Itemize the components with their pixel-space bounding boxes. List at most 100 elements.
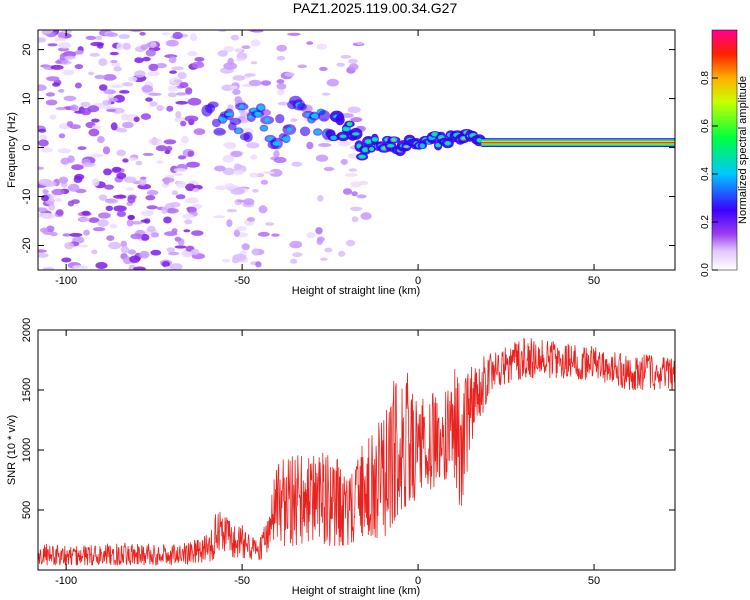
spectrogram-noise-blob bbox=[81, 210, 91, 216]
spectrogram-noise-blob bbox=[360, 212, 372, 220]
spectrogram-ylabel: Frequency (Hz) bbox=[6, 112, 18, 188]
spectrogram-noise-blob bbox=[161, 32, 171, 36]
spectrogram-noise-blob bbox=[91, 125, 102, 130]
spectrogram-noise-blob bbox=[142, 152, 154, 156]
spectrogram-noise-blob bbox=[255, 261, 262, 268]
ridge-blob bbox=[297, 103, 307, 111]
spectrogram-noise-blob bbox=[236, 58, 245, 62]
spectrogram-noise-blob bbox=[88, 71, 95, 76]
spectrogram-noise-blob bbox=[41, 30, 52, 34]
spectrogram-noise-blob bbox=[271, 233, 280, 237]
spectrogram-noise-blob bbox=[83, 229, 90, 236]
spectrogram-noise-blob bbox=[45, 92, 56, 97]
spectrogram-noise-blob bbox=[98, 194, 108, 201]
ridge-peak bbox=[388, 144, 393, 147]
spectrogram-noise-blob bbox=[230, 85, 238, 90]
spectrogram-noise-blob bbox=[103, 74, 117, 81]
ridge-peak-hot bbox=[404, 145, 409, 148]
spectrogram-noise-blob bbox=[287, 32, 301, 36]
ridge-core bbox=[330, 135, 337, 141]
spectrogram-noise-blob bbox=[191, 230, 204, 236]
spectrogram-noise-blob bbox=[146, 205, 158, 210]
spectrogram-noise-blob bbox=[273, 156, 287, 164]
spectrogram-noise-blob bbox=[88, 217, 100, 223]
spectrogram-noise-blob bbox=[297, 64, 308, 69]
spectrogram-noise-blob bbox=[139, 31, 146, 36]
spectrogram-noise-blob bbox=[163, 216, 172, 224]
spectrogram-noise-blob bbox=[264, 222, 275, 226]
spectrogram-noise-blob bbox=[129, 30, 143, 33]
spectrogram-noise-blob bbox=[320, 257, 328, 261]
spectrogram-xtick-label: 50 bbox=[588, 275, 600, 287]
snr-frame bbox=[37, 329, 676, 571]
spectrogram-noise-blob bbox=[92, 178, 100, 187]
spectrogram-noise-blob bbox=[49, 194, 57, 199]
spectrogram-noise-blob bbox=[69, 124, 81, 130]
snr-plot bbox=[38, 337, 675, 567]
ridge-core bbox=[311, 113, 319, 119]
ridge-peak bbox=[353, 132, 358, 136]
ridge-core bbox=[254, 111, 261, 117]
spectrogram-noise-blob bbox=[80, 101, 91, 107]
ridge-core bbox=[260, 126, 268, 130]
ridge-blob bbox=[275, 114, 285, 124]
spectrogram-noise-blob bbox=[350, 117, 363, 123]
spectrogram-noise-blob bbox=[324, 247, 333, 253]
spectrogram-noise-blob bbox=[77, 244, 89, 248]
spectrogram-noise-blob bbox=[150, 41, 157, 48]
spectrogram-noise-blob bbox=[223, 45, 234, 53]
spectrogram-noise-blob bbox=[55, 209, 64, 216]
spectrogram-noise-blob bbox=[41, 194, 49, 202]
spectrogram-noise-blob bbox=[214, 165, 226, 172]
spectrogram-noise-blob bbox=[233, 169, 244, 175]
spectrogram-noise-blob bbox=[356, 41, 363, 46]
spectrogram-noise-blob bbox=[273, 150, 280, 159]
spectrogram-noise-blob bbox=[193, 128, 206, 136]
ridge-peak bbox=[445, 142, 450, 145]
spectrogram-noise-blob bbox=[103, 89, 117, 95]
snr-xtick-label: -100 bbox=[55, 575, 77, 587]
spectrogram-noise-blob bbox=[284, 72, 295, 77]
spectrogram-noise-blob bbox=[111, 62, 121, 67]
spectrogram-noise-blob bbox=[184, 219, 193, 225]
colorbar-tick-label: 0.2 bbox=[700, 215, 711, 229]
spectrogram-noise-blob bbox=[59, 53, 67, 61]
spectrogram-noise-blob bbox=[233, 229, 240, 237]
spectrogram-noise-blob bbox=[291, 161, 303, 167]
spectrogram-noise-blob bbox=[232, 89, 241, 95]
ridge-blob bbox=[318, 110, 331, 122]
spectrogram-noise-blob bbox=[113, 66, 122, 72]
spectrogram-noise-blob bbox=[42, 267, 55, 270]
spectrogram-noise-blob bbox=[108, 97, 119, 102]
spectrogram-noise-blob bbox=[250, 61, 258, 65]
spectrogram-noise-blob bbox=[269, 168, 283, 177]
spectrogram-noise-blob bbox=[170, 263, 183, 270]
spectrogram-noise-blob bbox=[39, 134, 48, 141]
spectrogram-noise-blob bbox=[150, 232, 160, 238]
spectrogram-noise-blob bbox=[98, 212, 111, 219]
spectrogram-noise-blob bbox=[174, 236, 181, 242]
spectrogram-noise-blob bbox=[190, 248, 200, 256]
spectrogram-noise-blob bbox=[155, 63, 167, 69]
spectrogram-noise-blob bbox=[61, 257, 72, 263]
spectrogram-noise-blob bbox=[140, 44, 149, 51]
spectrogram-noise-blob bbox=[155, 145, 168, 152]
snr-ytick-label: 1500 bbox=[21, 378, 33, 402]
spectrogram-noise-blob bbox=[164, 149, 171, 155]
spectrogram-noise-blob bbox=[38, 249, 47, 253]
colorbar-tick-label: 0.6 bbox=[700, 119, 711, 133]
spectrogram-noise-blob bbox=[96, 42, 104, 49]
spectrogram-noise-blob bbox=[139, 250, 150, 259]
spectrogram-noise-blob bbox=[165, 146, 173, 152]
spectrogram-noise-blob bbox=[181, 135, 189, 144]
spectrogram-noise-blob bbox=[241, 243, 250, 251]
spectrogram-noise-blob bbox=[177, 71, 187, 80]
spectrogram-noise-blob bbox=[145, 97, 153, 102]
spectrogram-noise-blob bbox=[85, 35, 97, 41]
spectrogram-noise-blob bbox=[75, 50, 84, 55]
spectrogram-noise-blob bbox=[113, 205, 127, 212]
spectrogram-noise-blob bbox=[134, 57, 144, 64]
ridge-core bbox=[267, 136, 274, 141]
spectrogram-noise-blob bbox=[172, 31, 183, 40]
spectrogram-noise-blob bbox=[97, 136, 105, 144]
